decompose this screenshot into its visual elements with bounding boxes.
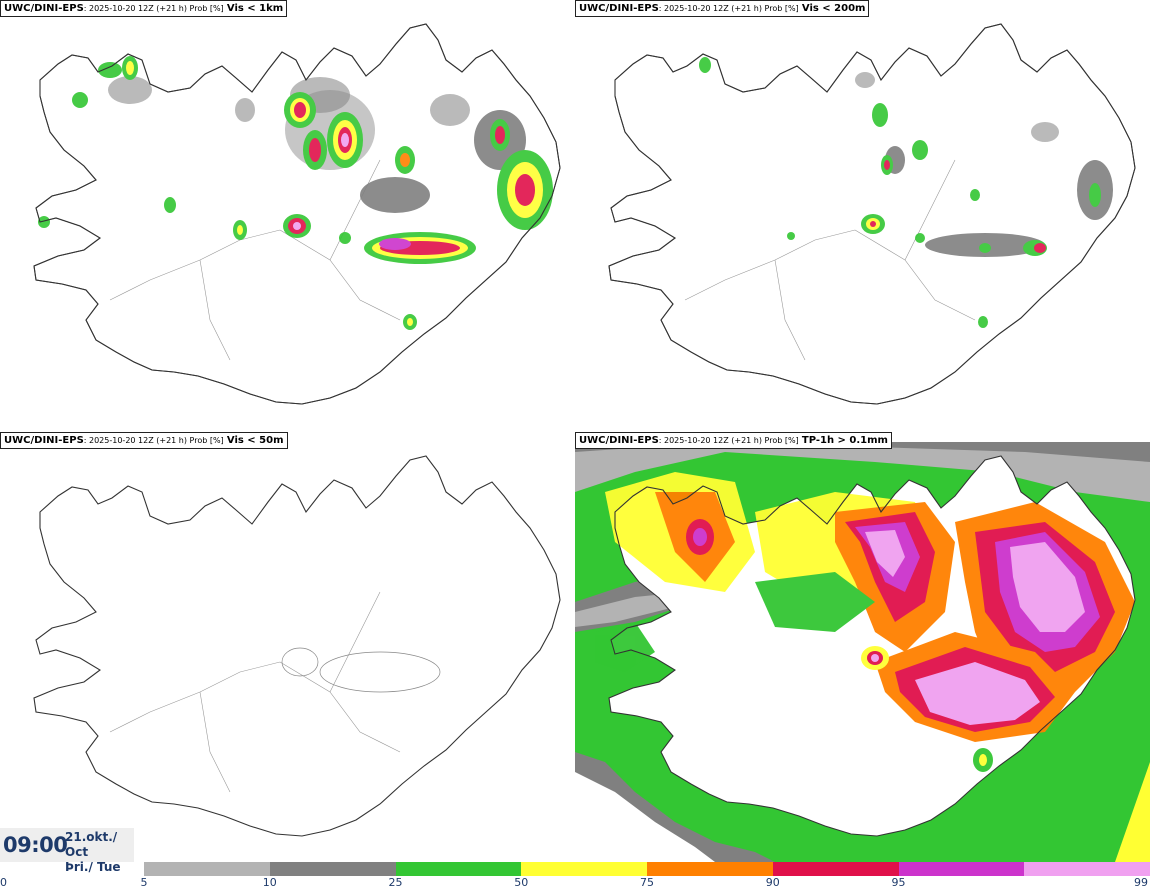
colorbar-segment: [269, 862, 396, 876]
panel-meta: : 2025-10-20 12Z (+21 h) Prob [%]: [658, 436, 799, 445]
panel-variable: Vis < 50m: [226, 435, 284, 446]
map-panel-tp-1h: UWC/DINI-EPS: 2025-10-20 12Z (+21 h) Pro…: [575, 432, 1150, 862]
panel-variable: TP-1h > 0.1mm: [801, 435, 888, 446]
panel-title: UWC/DINI-EPS: 2025-10-20 12Z (+21 h) Pro…: [0, 432, 288, 449]
valid-date-line1: 21.okt./ Oct: [65, 830, 118, 859]
colorbar-tick-label: 99: [1134, 876, 1148, 889]
colorbar-segment: [1024, 862, 1150, 876]
panel-variable: Vis < 1km: [226, 3, 284, 14]
panel-meta: : 2025-10-20 12Z (+21 h) Prob [%]: [658, 4, 799, 13]
panel-title: UWC/DINI-EPS: 2025-10-20 12Z (+21 h) Pro…: [0, 0, 288, 17]
colorbar-segment: [521, 862, 647, 876]
map-panel-vis-200m: UWC/DINI-EPS: 2025-10-20 12Z (+21 h) Pro…: [575, 0, 1150, 430]
colorbar-tick-label: 75: [640, 876, 654, 889]
panel-title: UWC/DINI-EPS: 2025-10-20 12Z (+21 h) Pro…: [575, 432, 892, 449]
colorbar-tick-label: 50: [514, 876, 529, 889]
valid-time-box: 09:00 21.okt./ Oct Þri./ Tue: [0, 828, 134, 874]
panel-meta: : 2025-10-20 12Z (+21 h) Prob [%]: [83, 4, 224, 13]
colorbar-tick-label: 5: [140, 876, 148, 889]
colorbar-ticks: 0 5 10 25 50 75 90 95 99: [0, 876, 1150, 891]
panel-source: UWC/DINI-EPS: [4, 435, 84, 446]
valid-date-line2: Þri./ Tue: [65, 860, 121, 874]
iceland-map: [33, 23, 561, 405]
colorbar-tick-label: 90: [765, 876, 780, 889]
colorbar-segment: [144, 862, 270, 876]
map-panel-vis-50m: UWC/DINI-EPS: 2025-10-20 12Z (+21 h) Pro…: [0, 432, 575, 862]
panel-meta: : 2025-10-20 12Z (+21 h) Prob [%]: [83, 436, 224, 445]
valid-time: 09:00: [3, 833, 68, 857]
colorbar-tick-label: 95: [891, 876, 906, 889]
iceland-map: [608, 23, 1136, 405]
colorbar-segment: [898, 862, 1025, 876]
panel-source: UWC/DINI-EPS: [579, 3, 659, 14]
iceland-map: [33, 455, 561, 837]
valid-date: 21.okt./ Oct Þri./ Tue: [65, 830, 134, 875]
panel-variable: Vis < 200m: [801, 3, 866, 14]
map-panel-vis-1km: UWC/DINI-EPS: 2025-10-20 12Z (+21 h) Pro…: [0, 0, 575, 430]
iceland-map: [575, 432, 1150, 862]
panel-source: UWC/DINI-EPS: [579, 435, 659, 446]
colorbar-tick-label: 10: [262, 876, 277, 889]
colorbar: [144, 862, 1150, 876]
panel-source: UWC/DINI-EPS: [4, 3, 84, 14]
panel-title: UWC/DINI-EPS: 2025-10-20 12Z (+21 h) Pro…: [575, 0, 870, 17]
colorbar-segment: [772, 862, 899, 876]
colorbar-segment: [647, 862, 773, 876]
colorbar-tick-label: 0: [0, 876, 7, 889]
colorbar-tick-label: 25: [388, 876, 403, 889]
colorbar-segment: [395, 862, 522, 876]
